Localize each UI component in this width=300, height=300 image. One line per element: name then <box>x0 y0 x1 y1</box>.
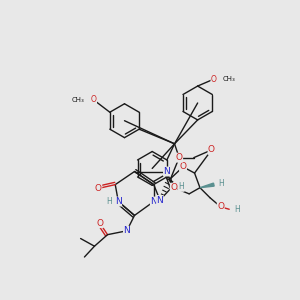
Polygon shape <box>200 183 214 188</box>
Text: H: H <box>106 197 112 206</box>
Text: H: H <box>178 182 184 191</box>
Text: N: N <box>157 196 163 205</box>
Text: H: H <box>234 205 240 214</box>
Text: CH₃: CH₃ <box>223 76 236 82</box>
Text: N: N <box>164 167 170 176</box>
Text: O: O <box>211 75 217 84</box>
Text: N: N <box>150 197 157 206</box>
Text: O: O <box>95 184 102 193</box>
Text: CH₃: CH₃ <box>72 97 85 103</box>
Text: O: O <box>170 183 177 192</box>
Text: O: O <box>179 162 187 171</box>
Text: N: N <box>123 226 130 235</box>
Text: O: O <box>91 95 97 104</box>
Text: O: O <box>176 153 183 162</box>
Text: O: O <box>96 219 103 228</box>
Text: O: O <box>208 146 215 154</box>
Text: O: O <box>217 202 224 211</box>
Text: H: H <box>218 178 224 188</box>
Text: N: N <box>115 197 122 206</box>
